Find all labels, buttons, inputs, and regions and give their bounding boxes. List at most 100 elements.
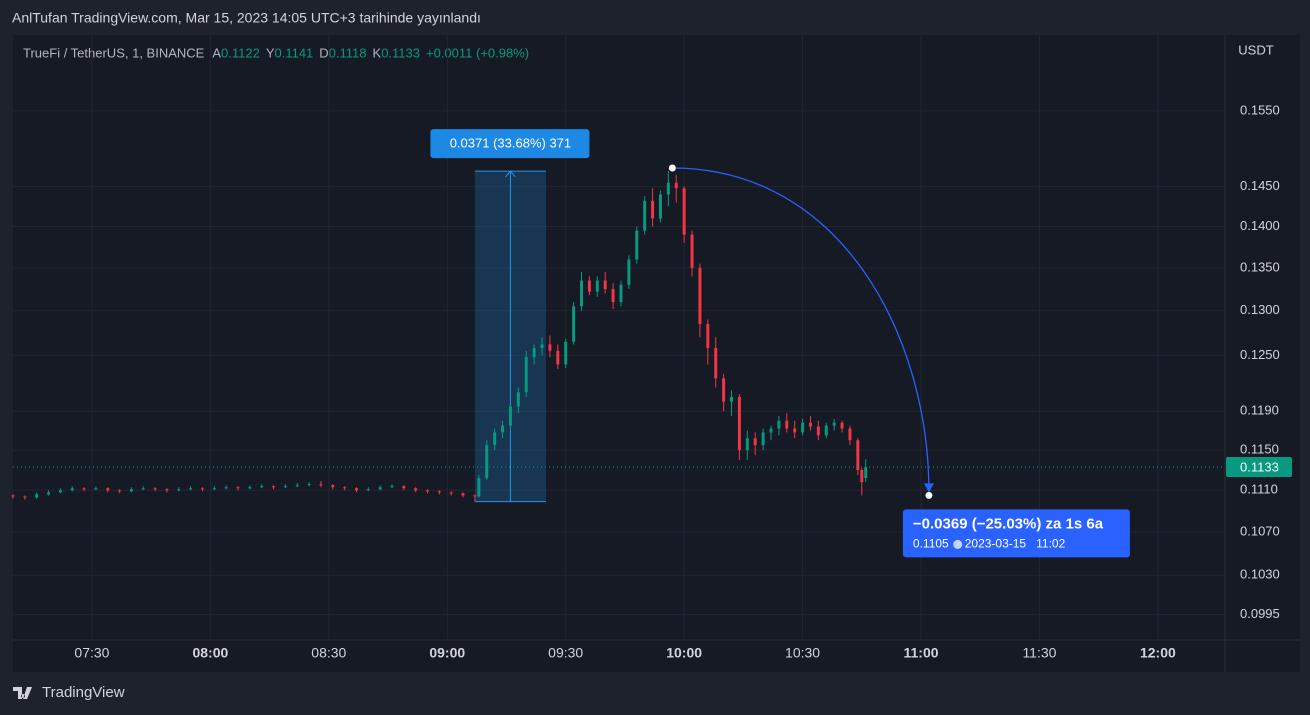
candle-body	[236, 487, 240, 489]
candle-body	[856, 440, 860, 471]
candle-body	[801, 422, 805, 433]
candle-body	[165, 489, 169, 491]
candle-body	[651, 200, 655, 219]
projection-date: 2023-03-15	[965, 537, 1027, 551]
chart-pane	[13, 35, 1300, 672]
candle-body	[516, 392, 520, 407]
candle-body	[402, 486, 406, 489]
x-tick-label: 10:30	[785, 645, 820, 661]
candle-body	[70, 488, 74, 491]
candle-body	[260, 486, 264, 488]
candle-body	[761, 432, 765, 446]
candle-body	[840, 422, 844, 429]
candle-body	[378, 487, 382, 490]
y-tick-label: 0.1450	[1240, 178, 1280, 193]
projection-price: 0.1105	[913, 537, 949, 551]
candle-body	[200, 488, 204, 490]
candle-body	[864, 466, 868, 479]
projection-point	[668, 164, 676, 172]
candle-body	[753, 438, 757, 446]
candle-body	[35, 494, 39, 498]
y-tick-label: 0.1110	[1240, 482, 1278, 497]
candle-body	[82, 488, 86, 490]
candle-body	[295, 485, 299, 487]
y-tick-label: 0.0995	[1240, 606, 1280, 621]
grid: 0.1550 0.1450 0.1400 0.1350 0.1300 0.1250 0.11…	[13, 35, 1280, 661]
candle-body	[564, 341, 568, 365]
y-tick-label: 0.1070	[1240, 523, 1280, 538]
candle-body	[666, 182, 670, 195]
candle-body	[58, 490, 62, 493]
brand-logo	[13, 687, 32, 699]
candle-body	[777, 420, 781, 429]
candle-body	[437, 491, 441, 493]
candle-body	[690, 234, 694, 268]
candle-body	[414, 488, 418, 491]
candle-body	[129, 489, 133, 492]
candle-body	[343, 487, 347, 489]
candle-body	[808, 422, 812, 427]
x-tick-label: 12:00	[1140, 645, 1176, 661]
candle-body	[307, 484, 311, 486]
candle-body	[212, 488, 216, 490]
candle-body	[224, 487, 228, 489]
candle-body	[816, 426, 820, 436]
x-tick-label: 09:00	[429, 645, 465, 661]
legend-text: TrueFi / TetherUS, 1, BINANCE	[23, 45, 205, 60]
legend-text: 0.1141	[274, 45, 313, 60]
candle-body	[283, 486, 287, 488]
y-tick-label: 0.1400	[1240, 218, 1280, 233]
candle-body	[449, 492, 453, 494]
y-tick-label: 0.1030	[1240, 567, 1280, 582]
candle-body	[824, 425, 828, 436]
projection-curve	[672, 167, 930, 492]
candle-body	[153, 488, 157, 490]
candle-body	[698, 267, 702, 324]
measure-label-box	[430, 129, 590, 159]
candle-body	[848, 428, 852, 441]
y-tick-label: 0.1300	[1240, 302, 1280, 317]
candle-body	[106, 488, 110, 491]
candle-body	[737, 396, 741, 451]
price-tag	[1226, 456, 1292, 477]
x-tick-label: 11:30	[1022, 645, 1056, 661]
x-tick-label: 11:00	[903, 645, 938, 661]
candle-body	[832, 422, 836, 426]
candle-body	[390, 486, 394, 488]
y-tick-label: 0.1150	[1240, 442, 1279, 457]
y-tick-label: 0.1250	[1240, 347, 1280, 362]
candle-body	[674, 182, 678, 189]
legend: TrueFi / TetherUS, 1, BINANCE A 0.1122 Y 0.1…	[23, 45, 529, 60]
candle-body	[658, 194, 662, 219]
candle-body	[611, 289, 615, 303]
projection-time: 11:02	[1036, 537, 1065, 551]
projection-head	[923, 483, 934, 493]
candle-body	[706, 323, 710, 349]
measure-arrow	[505, 170, 516, 502]
candle-body	[619, 284, 623, 303]
candle-body	[524, 357, 528, 393]
legend-text: K	[373, 45, 382, 60]
candle-body	[248, 487, 252, 489]
legend-text: 0.1122	[221, 45, 260, 60]
candle-body	[426, 490, 430, 492]
legend-text: D	[319, 45, 328, 60]
candle-body	[643, 200, 647, 231]
candle-body	[722, 378, 726, 402]
candle-body	[177, 489, 181, 491]
candle-body	[272, 486, 276, 488]
candle-body	[331, 485, 335, 488]
candle-body	[682, 188, 686, 235]
y-unit: USDT	[1238, 42, 1273, 57]
price-tag-label: 0.1133	[1240, 459, 1279, 474]
candle-body	[603, 280, 607, 290]
projection-point	[925, 491, 933, 499]
candle-body	[572, 306, 576, 342]
candle-body	[714, 348, 718, 379]
candle-body	[461, 493, 465, 496]
candle-body	[473, 495, 477, 497]
candle-body	[319, 484, 323, 486]
candle-body	[745, 438, 749, 451]
candle-body	[785, 420, 789, 429]
